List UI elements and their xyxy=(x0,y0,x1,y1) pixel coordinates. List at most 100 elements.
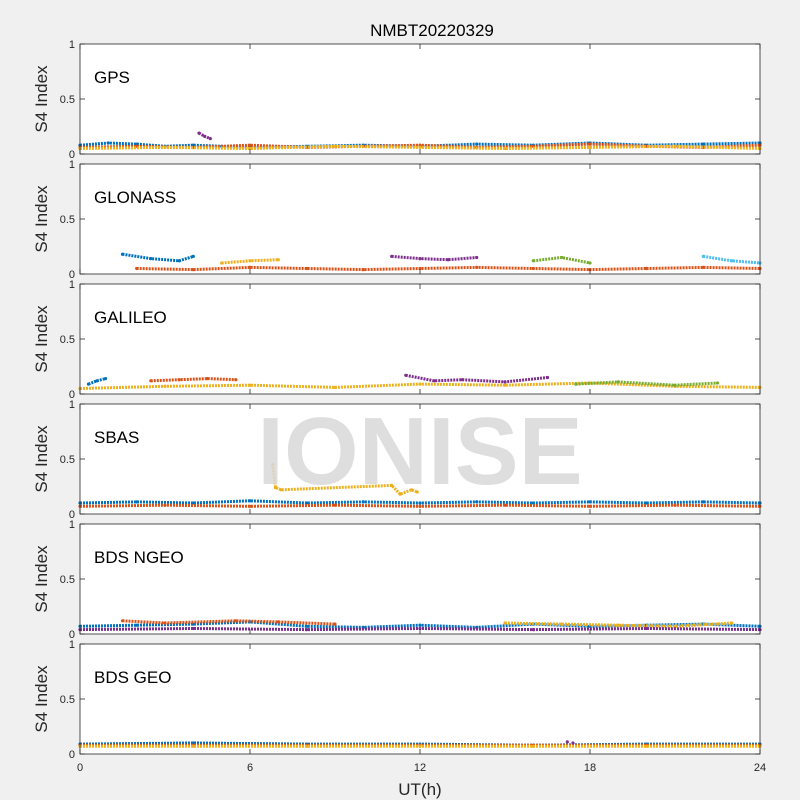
data-point xyxy=(673,144,677,148)
data-point xyxy=(432,379,436,383)
data-point xyxy=(701,142,705,146)
data-point xyxy=(409,488,414,492)
y-axis-label: S4 Index xyxy=(32,425,51,493)
data-point xyxy=(106,141,110,145)
data-point xyxy=(645,626,649,631)
y-tick-label: 1 xyxy=(69,639,75,651)
data-point xyxy=(418,257,422,261)
data-point xyxy=(120,252,125,256)
data-point xyxy=(271,462,275,467)
data-point xyxy=(588,261,592,265)
x-tick-label: 6 xyxy=(247,762,253,774)
data-point xyxy=(361,500,365,504)
series-line xyxy=(391,254,477,262)
data-point xyxy=(531,266,535,271)
x-tick-label: 24 xyxy=(754,762,766,774)
x-tick-label: 0 xyxy=(77,762,83,774)
data-point xyxy=(418,626,422,631)
data-point xyxy=(234,619,238,623)
data-point xyxy=(531,744,535,748)
data-point xyxy=(248,143,252,147)
data-point xyxy=(333,503,337,507)
data-point xyxy=(571,741,575,745)
data-point xyxy=(177,378,181,382)
data-point xyxy=(205,377,210,381)
data-point xyxy=(191,744,195,748)
data-point xyxy=(531,628,535,632)
data-point xyxy=(503,380,507,384)
x-tick-label: 12 xyxy=(414,762,426,774)
data-point xyxy=(120,619,125,623)
data-point xyxy=(163,145,167,149)
panel-gps: 0 0.5 1 S4 Index GPS xyxy=(32,39,762,161)
data-point xyxy=(203,134,207,138)
data-point xyxy=(248,383,252,387)
data-point xyxy=(95,379,99,383)
data-point xyxy=(475,142,479,146)
data-point xyxy=(305,266,309,271)
data-point xyxy=(588,504,592,508)
data-point xyxy=(248,146,252,151)
data-point xyxy=(398,492,402,496)
data-point xyxy=(673,624,677,628)
y-tick-label: 0 xyxy=(69,749,75,761)
y-tick-label: 0.5 xyxy=(60,694,75,706)
data-point xyxy=(390,483,394,487)
data-point xyxy=(135,266,139,271)
data-point xyxy=(730,259,734,263)
panel-label: GPS xyxy=(94,68,130,87)
series-line xyxy=(122,619,336,626)
panel-galileo: 0 0.5 1 S4 Index GALILEO xyxy=(32,279,762,401)
y-tick-label: 0.5 xyxy=(60,94,75,106)
data-point xyxy=(673,383,677,387)
data-point xyxy=(475,265,479,269)
y-axis-label: S4 Index xyxy=(32,545,51,613)
data-point xyxy=(220,261,224,265)
data-point xyxy=(191,254,195,258)
data-point xyxy=(191,501,195,505)
panel-label: BDS NGEO xyxy=(94,548,184,567)
data-point xyxy=(248,504,252,508)
data-point xyxy=(191,626,195,631)
data-point xyxy=(86,382,91,386)
plot-area xyxy=(80,524,760,634)
data-point xyxy=(135,623,139,627)
data-point xyxy=(588,142,592,146)
y-tick-label: 0.5 xyxy=(60,334,75,346)
y-axis-label: S4 Index xyxy=(32,305,51,373)
panel-glonass: 0 0.5 1 S4 Index GLONASS xyxy=(32,159,762,281)
data-point xyxy=(208,137,212,141)
y-tick-label: 1 xyxy=(69,39,75,51)
data-point xyxy=(163,384,167,388)
y-tick-label: 1 xyxy=(69,399,75,411)
data-point xyxy=(503,621,507,625)
y-tick-label: 0.5 xyxy=(60,454,75,466)
data-point xyxy=(446,258,450,262)
data-point xyxy=(531,259,535,263)
y-tick-label: 0.5 xyxy=(60,214,75,226)
data-point xyxy=(616,623,620,627)
data-point xyxy=(276,620,280,624)
data-point xyxy=(163,503,167,507)
data-point xyxy=(404,373,408,377)
y-tick-label: 0 xyxy=(69,149,75,161)
data-point xyxy=(248,259,252,263)
data-point xyxy=(149,257,153,261)
panel-label: GLONASS xyxy=(94,188,176,207)
data-point xyxy=(545,375,550,380)
y-tick-label: 0 xyxy=(69,629,75,641)
data-point xyxy=(418,623,422,627)
y-axis-label: S4 Index xyxy=(32,665,51,733)
plot-area xyxy=(80,44,760,154)
data-point xyxy=(149,379,153,383)
data-point xyxy=(135,500,139,504)
data-point xyxy=(574,382,578,386)
data-point xyxy=(418,382,422,386)
data-point xyxy=(503,146,507,151)
data-point xyxy=(475,500,479,504)
x-tick-label: 18 xyxy=(584,762,596,774)
data-point xyxy=(565,740,569,744)
data-point xyxy=(418,501,422,505)
plot-area xyxy=(80,284,760,394)
panel-sbas: IONISE 0 0.5 1 S4 Index SBAS xyxy=(32,398,762,521)
